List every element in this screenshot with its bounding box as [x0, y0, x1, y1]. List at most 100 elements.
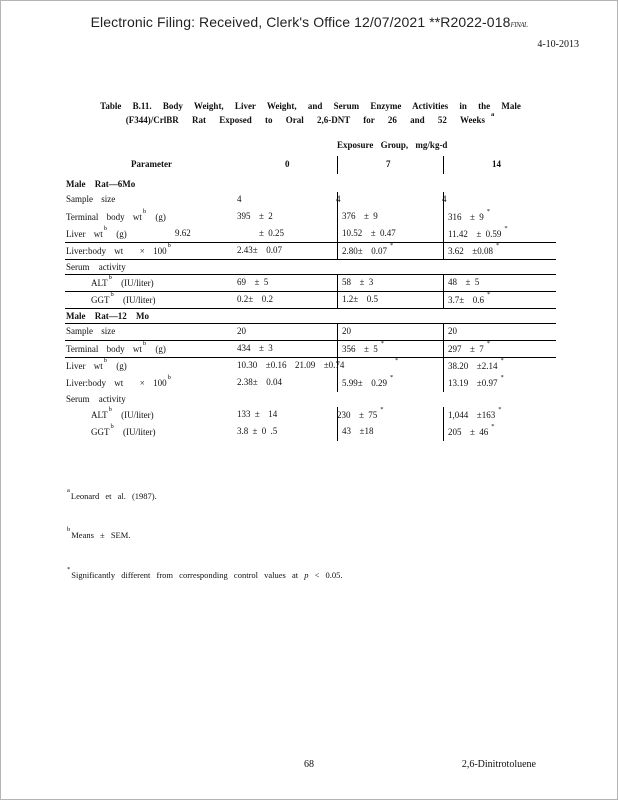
significance-marker: * [389, 242, 394, 249]
row-label: ALTb (IU/liter) [91, 406, 154, 420]
table-row: Serum activity [65, 392, 556, 407]
significance-marker: * [504, 225, 508, 232]
cell-value: 20 [448, 326, 457, 336]
column-divider [443, 424, 444, 441]
cell-dose-14: 48 ± 5 [448, 277, 479, 287]
column-divider [443, 358, 444, 375]
footnotes: aLeonard et al. (1987). bMeans ± SEM. *S… [66, 463, 343, 606]
column-divider [337, 292, 338, 308]
row-label-text: Male Rat—12 Mo [66, 311, 149, 321]
column-divider [443, 156, 444, 174]
page-number: 68 [304, 759, 314, 770]
column-divider [337, 407, 338, 424]
row-label-text: ALT [91, 410, 108, 420]
footnote-b: bMeans ± SEM. [66, 526, 343, 541]
significance-marker: * [486, 291, 491, 298]
cell-dose-14: 316 ± 9* [448, 208, 491, 222]
date-stamp: 4-10-2013 [537, 39, 579, 50]
row-label-footnote-marker: b [103, 357, 107, 364]
row-label-text: Liver wt [66, 361, 103, 371]
row-label-text: Serum activity [66, 262, 126, 272]
significance-marker: * [498, 406, 502, 413]
row-label: Serum activity [66, 394, 126, 404]
table-row: Liver wtb (g) 9.62 ± 0.25 10.52 ± 0.47 1… [65, 225, 556, 243]
cell-value: 2.43± 0.07 [237, 245, 282, 255]
row-label: Male Rat—6Mo [66, 179, 135, 189]
data-table: Table B.11. Body Weight, Liver Weight, a… [65, 101, 556, 579]
cell-value: 133 ± 14 [237, 409, 278, 419]
table-title: Table B.11. Body Weight, Liver Weight, a… [65, 101, 556, 125]
row-label-unit: (IU/liter) [112, 410, 154, 420]
column-divider [443, 324, 444, 340]
column-divider [443, 407, 444, 424]
footnote-significance: *Significantly different from correspond… [66, 566, 343, 581]
table-title-line2: (F344)/CrlBR Rat Exposed to Oral 2,6-DNT… [65, 111, 556, 125]
row-label-footnote-marker: b [110, 291, 114, 298]
cell-dose-7: 4 [336, 194, 341, 204]
row-label-unit: (g) [108, 361, 127, 371]
cell-dose-0: 2.38± 0.04 [237, 377, 282, 387]
row-label-text: GGT [91, 295, 110, 305]
table-row: Sample size 4 4 4 [65, 192, 556, 209]
cell-dose-7: 2.80± 0.07* [342, 242, 394, 256]
row-label-unit: (g) [108, 229, 127, 239]
row-label-footnote-marker: b [167, 242, 171, 249]
column-divider [443, 209, 444, 226]
row-label-text: Sample size [66, 326, 116, 336]
cell-dose-7: 20 [342, 326, 351, 336]
significance-marker: * [500, 374, 504, 381]
table-row: GGTb (IU/liter) 0.2± 0.2 1.2± 0.5 3.7± 0… [65, 291, 556, 309]
row-label-text: Terminal body wt [66, 212, 142, 222]
row-label: Sample size [66, 194, 115, 204]
footnote-b-text: Means ± SEM. [71, 530, 131, 541]
cell-value: 48 ± 5 [448, 277, 480, 287]
cell-dose-14: 297 ± 7* [448, 340, 491, 354]
cell-value: 316 ± 9 [448, 212, 484, 222]
column-divider [337, 324, 338, 340]
column-divider [337, 358, 338, 375]
cell-dose-0: 395 ± 2 [237, 211, 273, 221]
row-label-text: Sample size [66, 194, 116, 204]
cell-value: 69 ± 5 [237, 277, 269, 287]
row-mid-value: 9.62 [175, 228, 191, 238]
final-stamp: FINAL [510, 21, 528, 29]
cell-dose-0: 10.30 ±0.16 21.09 ±0.74 [237, 360, 344, 370]
column-divider [443, 275, 444, 291]
row-label-unit: (g) [147, 344, 166, 354]
cell-value: 10.52 ± 0.47 [342, 228, 396, 238]
cell-dose-7: 230 ± 75* [337, 406, 384, 420]
cell-value: 2.38± 0.04 [237, 377, 282, 387]
cell-dose-14: 13.19 ±0.97* [448, 374, 505, 388]
title-footnote-marker: a [491, 111, 495, 118]
cell-dose-0: 434 ± 3 [237, 343, 273, 353]
cell-dose-14: 3.62 ±0.08* [448, 242, 500, 256]
row-label-footnote-marker: b [142, 340, 147, 347]
row-label-footnote-marker: b [108, 274, 112, 281]
filing-header: Electronic Filing: Received, Clerk's Off… [1, 14, 617, 30]
cell-dose-14: 38.20 ±2.14* [448, 357, 505, 371]
row-label: Liver wtb (g) [66, 225, 127, 239]
row-label-text: Serum activity [66, 394, 126, 404]
cell-dose-7: 43 ±18 [342, 426, 373, 436]
row-label-footnote-marker: b [110, 423, 114, 430]
cell-value: 4 [237, 194, 242, 204]
table-row: Terminal body wtb (g) 395 ± 2 376 ± 9 31… [65, 208, 556, 226]
row-label: Male Rat—12 Mo [66, 311, 149, 321]
cell-dose-7: 58 ± 3 [342, 277, 373, 287]
cell-value: 20 [237, 326, 246, 336]
row-label-unit: (IU/liter) [112, 278, 154, 288]
cell-value: 4 [442, 194, 447, 204]
footnote-a: aLeonard et al. (1987). [66, 487, 343, 502]
significance-marker: * [389, 374, 394, 381]
exposure-group-header: Exposure Group, mg/kg-d [337, 140, 448, 150]
row-label: Liver:body wt × 100b [66, 374, 172, 388]
significance-marker: * [380, 340, 384, 347]
row-label-unit: (g) [147, 212, 166, 222]
cell-dose-0: 69 ± 5 [237, 277, 268, 287]
footer-document-title: 2,6-Dinitrotoluene [461, 759, 536, 770]
cell-value: 395 ± 2 [237, 211, 273, 221]
cell-value: 0.2± 0.2 [237, 294, 273, 304]
column-divider [443, 226, 444, 242]
table-row: Male Rat—12 Mo [65, 309, 556, 324]
cell-value: 230 ± 75 [337, 410, 378, 420]
